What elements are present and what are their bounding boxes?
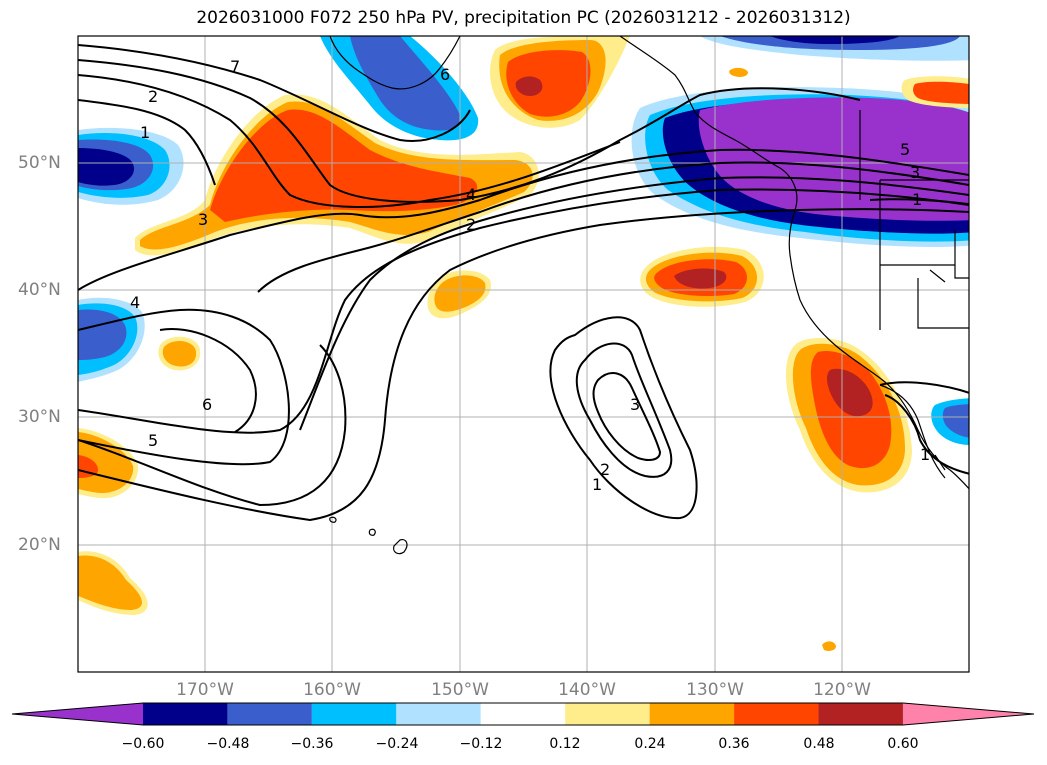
colorbar-tick: 0.24	[634, 736, 666, 752]
map-panel: 7 2 1 6 3 4 2 4 6 5 3 2 1 5 3 1 1	[77, 35, 970, 673]
lon-label-140w: 140°W	[558, 680, 616, 700]
positive-anomaly-west-17n	[78, 551, 148, 615]
lon-label-150w: 150°W	[431, 680, 489, 700]
colorbar-tick: −0.12	[459, 736, 503, 752]
contour-label: 4	[130, 293, 140, 312]
colorbar-tick: −0.60	[121, 736, 165, 752]
contour-label: 3	[910, 163, 920, 182]
contour-label: 5	[900, 140, 910, 159]
colorbar-segment	[565, 703, 650, 725]
colorbar-tick: 0.60	[887, 736, 919, 752]
colorbar-tick: −0.24	[375, 736, 419, 752]
contour-label: 2	[148, 87, 158, 106]
contour-label: 1	[140, 123, 150, 142]
positive-anomaly-small-ne	[729, 67, 969, 651]
positive-anomaly-40n-130w	[640, 246, 764, 307]
contour-label: 7	[230, 57, 240, 76]
colorbar-segment	[396, 703, 481, 725]
colorbar-segment	[311, 703, 397, 725]
colorbar-segment	[902, 703, 1034, 725]
colorbar-tick: 0.48	[803, 736, 835, 752]
pv-contours	[78, 44, 969, 522]
colorbar-segment	[480, 703, 566, 725]
contour-label: 1	[912, 190, 922, 209]
contour-label: 6	[440, 65, 450, 84]
negative-anomaly-west-50n	[78, 127, 184, 205]
contour-label: 4	[466, 185, 476, 204]
colorbar-tick: 0.12	[549, 736, 581, 752]
lat-label-20n: 20°N	[18, 535, 61, 555]
lon-label-130w: 130°W	[686, 680, 744, 700]
colorbar-tick: −0.36	[290, 736, 334, 752]
contour-labels: 7 2 1 6 3 4 2 4 6 5 3 2 1 5 3 1 1	[130, 57, 930, 494]
colorbar-segments	[12, 703, 1034, 725]
contour-label: 6	[202, 395, 212, 414]
contour-label: 3	[630, 395, 640, 414]
lon-label-160w: 160°W	[303, 680, 361, 700]
coastlines	[329, 36, 969, 555]
colorbar-outline	[11, 702, 1035, 726]
positive-anomaly-socal	[785, 338, 912, 493]
negative-anomaly-northeast-pacific	[631, 87, 969, 248]
lon-label-170w: 170°W	[176, 680, 234, 700]
lon-label-120w: 120°W	[813, 680, 871, 700]
figure-title: 2026031000 F072 250 hPa PV, precipitatio…	[196, 8, 851, 28]
colorbar	[11, 702, 1035, 726]
positive-anomaly-jet-band	[135, 94, 539, 256]
contour-label: 1	[592, 475, 602, 494]
contour-label: 5	[148, 431, 158, 450]
positive-anomaly-gulf-alaska-north	[490, 36, 630, 128]
negative-anomaly-gulf-alaska	[320, 36, 479, 141]
lat-label-50n: 50°N	[18, 153, 61, 173]
negative-anomaly-baja	[931, 398, 969, 446]
lat-label-40n: 40°N	[18, 280, 61, 300]
positive-anomaly-small-168w	[158, 336, 201, 371]
colorbar-segment	[734, 703, 819, 725]
colorbar-tick: 0.36	[718, 736, 750, 752]
contour-label: 2	[600, 460, 610, 479]
contour-label: 3	[198, 210, 208, 229]
colorbar-segment	[818, 703, 903, 725]
lat-label-30n: 30°N	[18, 407, 61, 427]
map-frame	[77, 35, 970, 673]
graticule	[78, 36, 969, 672]
negative-anomaly-north-top	[700, 36, 969, 61]
colorbar-segment	[12, 703, 143, 725]
colorbar-segment	[143, 703, 228, 725]
colorbar-segment	[227, 703, 312, 725]
contour-label: 1	[920, 445, 930, 464]
contour-label: 2	[466, 215, 476, 234]
colorbar-tick: −0.48	[206, 736, 250, 752]
colorbar-segment	[649, 703, 735, 725]
